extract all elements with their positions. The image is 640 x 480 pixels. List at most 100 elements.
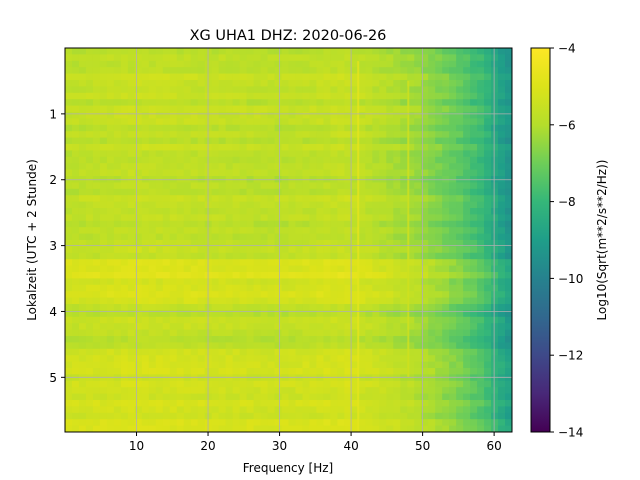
heatmap-cell	[260, 368, 269, 375]
heatmap-cell	[85, 291, 94, 299]
heatmap-cell	[435, 348, 443, 356]
heatmap-cell	[470, 112, 478, 119]
heatmap-cell	[351, 336, 359, 343]
heatmap-cell	[484, 80, 492, 87]
heatmap-cell	[470, 316, 478, 324]
heatmap-cell	[197, 336, 206, 343]
heatmap-cell	[386, 220, 394, 228]
heatmap-cell	[435, 406, 443, 414]
heatmap-cell	[365, 188, 373, 196]
heatmap-cell	[463, 60, 471, 68]
heatmap-cell	[428, 355, 436, 363]
heatmap-cell	[92, 272, 101, 279]
heatmap-cell	[379, 374, 387, 382]
heatmap-cell	[505, 323, 512, 331]
heatmap-cell	[386, 208, 394, 215]
heatmap-cell	[134, 316, 143, 324]
heatmap-cell	[414, 137, 422, 145]
heatmap-cell	[197, 150, 206, 158]
heatmap-cell	[386, 92, 394, 100]
heatmap-cell	[365, 227, 373, 235]
heatmap-cell	[337, 419, 345, 427]
heatmap-cell	[239, 425, 248, 432]
heatmap-cell	[92, 214, 101, 222]
heatmap-cell	[344, 48, 352, 55]
heatmap-cell	[99, 118, 108, 126]
heatmap-cell	[120, 323, 129, 331]
grid	[65, 48, 512, 432]
heatmap-cell	[407, 144, 415, 151]
heatmap-cell	[113, 246, 122, 254]
heatmap-cell	[267, 67, 276, 75]
heatmap-cell	[295, 188, 304, 196]
heatmap-cell	[85, 425, 94, 432]
heatmap-cell	[183, 368, 192, 375]
heatmap-cell	[65, 400, 73, 407]
heatmap-cell	[358, 48, 366, 55]
heatmap-cell	[337, 380, 345, 388]
heatmap-cell	[372, 329, 380, 337]
heatmap-cell	[85, 304, 94, 311]
heatmap-cell	[302, 246, 311, 254]
heatmap-cell	[190, 48, 199, 55]
heatmap-cell	[246, 201, 255, 209]
heatmap-cell	[71, 233, 80, 241]
heatmap-cell	[358, 336, 366, 343]
heatmap-cell	[484, 393, 492, 401]
heatmap-cell	[302, 265, 311, 273]
heatmap-cell	[365, 60, 373, 68]
heatmap-cell	[288, 105, 297, 113]
heatmap-cell	[211, 297, 220, 305]
heatmap-cell	[484, 112, 492, 119]
heatmap-cell	[127, 195, 136, 203]
heatmap-cell	[442, 201, 450, 209]
heatmap-cell	[281, 201, 290, 209]
heatmap-cell	[414, 291, 422, 299]
heatmap-cell	[330, 137, 338, 145]
heatmap-cell	[253, 284, 262, 292]
heatmap-cell	[414, 150, 422, 158]
heatmap-cell	[127, 233, 136, 241]
heatmap-cell	[498, 272, 506, 279]
heatmap-cell	[442, 368, 450, 375]
heatmap-cell	[470, 355, 478, 363]
heatmap-cell	[92, 92, 101, 100]
heatmap-cell	[113, 150, 122, 158]
heatmap-cell	[176, 99, 185, 107]
heatmap-cell	[162, 400, 171, 407]
heatmap-cell	[393, 393, 401, 401]
heatmap-cell	[505, 195, 512, 203]
heatmap-cell	[169, 220, 178, 228]
heatmap-cell	[246, 419, 255, 427]
heatmap-cell	[470, 393, 478, 401]
heatmap-cell	[295, 48, 304, 55]
heatmap-cell	[442, 259, 450, 267]
heatmap-cell	[99, 105, 108, 113]
heatmap-cell	[414, 86, 422, 94]
heatmap-cell	[288, 131, 297, 139]
heatmap-cell	[309, 387, 318, 395]
heatmap-cell	[197, 220, 206, 228]
heatmap-cell	[309, 150, 318, 158]
heatmap-cell	[344, 291, 352, 299]
heatmap-cell	[498, 169, 506, 177]
heatmap-cell	[477, 73, 485, 81]
heatmap-cell	[484, 406, 492, 414]
heatmap-cell	[190, 297, 199, 305]
heatmap-cell	[190, 252, 199, 260]
heatmap-cell	[92, 412, 101, 420]
heatmap-cell	[113, 182, 122, 190]
heatmap-cell	[435, 48, 443, 55]
heatmap-cell	[407, 163, 415, 171]
heatmap-cell	[127, 412, 136, 420]
heatmap-cell	[78, 99, 87, 107]
heatmap-cell	[449, 284, 457, 292]
heatmap-cell	[309, 240, 318, 247]
heatmap-cell	[337, 182, 345, 190]
heatmap-cell	[127, 137, 136, 145]
heatmap-cell	[456, 259, 464, 267]
heatmap-cell	[127, 169, 136, 177]
heatmap-cell	[253, 105, 262, 113]
heatmap-cell	[407, 412, 415, 420]
heatmap-cell	[386, 80, 394, 87]
